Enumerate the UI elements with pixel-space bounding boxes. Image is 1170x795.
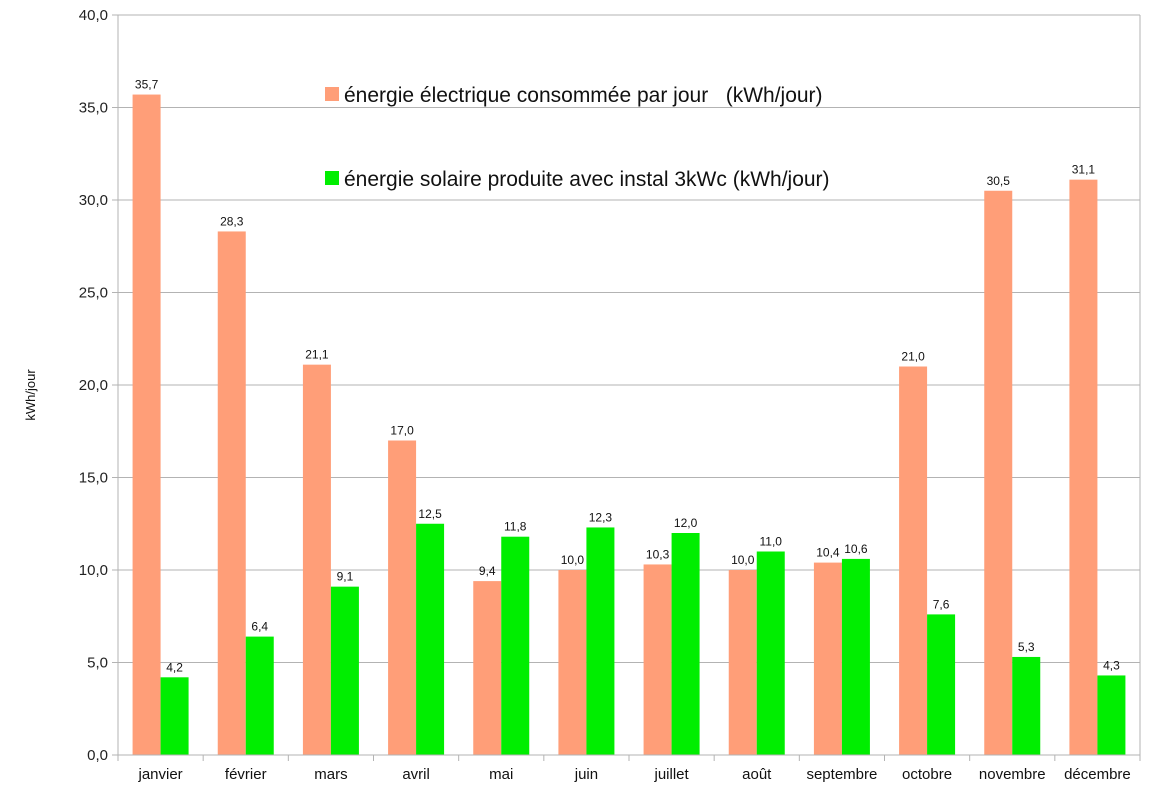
y-tick-label: 30,0 (79, 192, 108, 209)
bar-consumption (388, 440, 417, 755)
x-tick-label: décembre (1064, 766, 1131, 783)
bar-solar (586, 527, 615, 755)
data-label: 28,3 (220, 214, 244, 228)
legend-swatch-consumption (325, 87, 339, 101)
x-tick-label: janvier (137, 766, 182, 783)
bar-solar (841, 558, 870, 755)
data-label: 4,3 (1103, 658, 1120, 672)
x-tick-label: avril (402, 766, 430, 783)
x-tick-label: juillet (653, 766, 689, 783)
bar-consumption (1069, 179, 1098, 755)
bar-consumption (984, 190, 1013, 755)
y-tick-label: 5,0 (87, 655, 108, 672)
data-label: 30,5 (987, 174, 1011, 188)
data-label: 11,0 (760, 535, 783, 549)
bar-solar (245, 636, 274, 755)
bar-consumption (899, 366, 928, 755)
bars (132, 94, 1126, 756)
data-label: 7,6 (933, 597, 950, 611)
data-label: 12,5 (418, 507, 442, 521)
bar-consumption (728, 570, 757, 755)
y-tick-label: 35,0 (79, 100, 108, 117)
data-labels: 35,7 4,2 28,3 6,4 21,1 9,1 17,0 12,5 9,4 11,8 10,0… (135, 78, 1120, 675)
gridlines (118, 14, 1140, 756)
bar-solar (160, 677, 189, 755)
data-label: 10,0 (561, 553, 585, 567)
y-tick-label: 20,0 (79, 377, 108, 394)
data-label: 5,3 (1018, 640, 1035, 654)
x-tick-label: novembre (979, 766, 1046, 783)
legend-label-solar: énergie solaire produite avec instal 3kW… (344, 168, 830, 191)
bar-consumption (302, 364, 331, 755)
bar-solar (671, 533, 700, 755)
x-tick-label: mai (489, 766, 513, 783)
data-label: 4,2 (166, 660, 183, 674)
data-label: 21,1 (305, 348, 329, 362)
bar-consumption (473, 581, 502, 755)
y-tick-label: 10,0 (79, 562, 108, 579)
x-tick-label: octobre (902, 766, 952, 783)
y-tick-label: 25,0 (79, 285, 108, 302)
bar-solar (927, 614, 956, 755)
data-label: 10,3 (646, 547, 670, 561)
legend: énergie électrique consommée par jour (k… (325, 84, 830, 191)
bar-solar (330, 586, 359, 755)
y-tick-label: 40,0 (79, 7, 108, 24)
data-label: 6,4 (251, 620, 268, 634)
y-tick-label: 15,0 (79, 470, 108, 487)
y-tick-label: 0,0 (87, 747, 108, 764)
data-label: 10,6 (844, 542, 868, 556)
bar-solar (756, 551, 785, 755)
data-label: 9,4 (479, 564, 496, 578)
bar-solar (416, 523, 445, 755)
x-tick-label: février (225, 766, 267, 783)
data-label: 35,7 (135, 78, 159, 92)
x-tick-label: septembre (806, 766, 877, 783)
data-label: 9,1 (337, 570, 354, 584)
bar-solar (1097, 675, 1126, 755)
bar-solar (1012, 656, 1041, 755)
bar-consumption (643, 564, 672, 755)
bar-solar (501, 536, 530, 755)
legend-swatch-solar (325, 171, 339, 185)
x-tick-label: mars (314, 766, 347, 783)
x-tick-label: juin (574, 766, 598, 783)
y-axis-title: kWh/jour (23, 369, 38, 421)
data-label: 12,0 (674, 516, 698, 530)
data-label: 11,8 (504, 520, 527, 534)
data-label: 17,0 (390, 424, 414, 438)
bar-consumption (813, 562, 842, 755)
legend-label-consumption: énergie électrique consommée par jour (k… (344, 84, 823, 107)
data-label: 12,3 (589, 510, 613, 524)
bar-consumption (217, 231, 246, 755)
data-label: 21,0 (901, 350, 925, 364)
data-label: 10,4 (816, 546, 840, 560)
bar-consumption (558, 570, 587, 755)
axes: 0,0 5,0 10,0 15,0 20,0 25,0 30,0 35,0 40,0 janvie… (79, 7, 1141, 783)
x-tick-label: août (742, 766, 772, 783)
data-label: 31,1 (1072, 163, 1096, 177)
bar-consumption (132, 94, 161, 756)
data-label: 10,0 (731, 553, 755, 567)
